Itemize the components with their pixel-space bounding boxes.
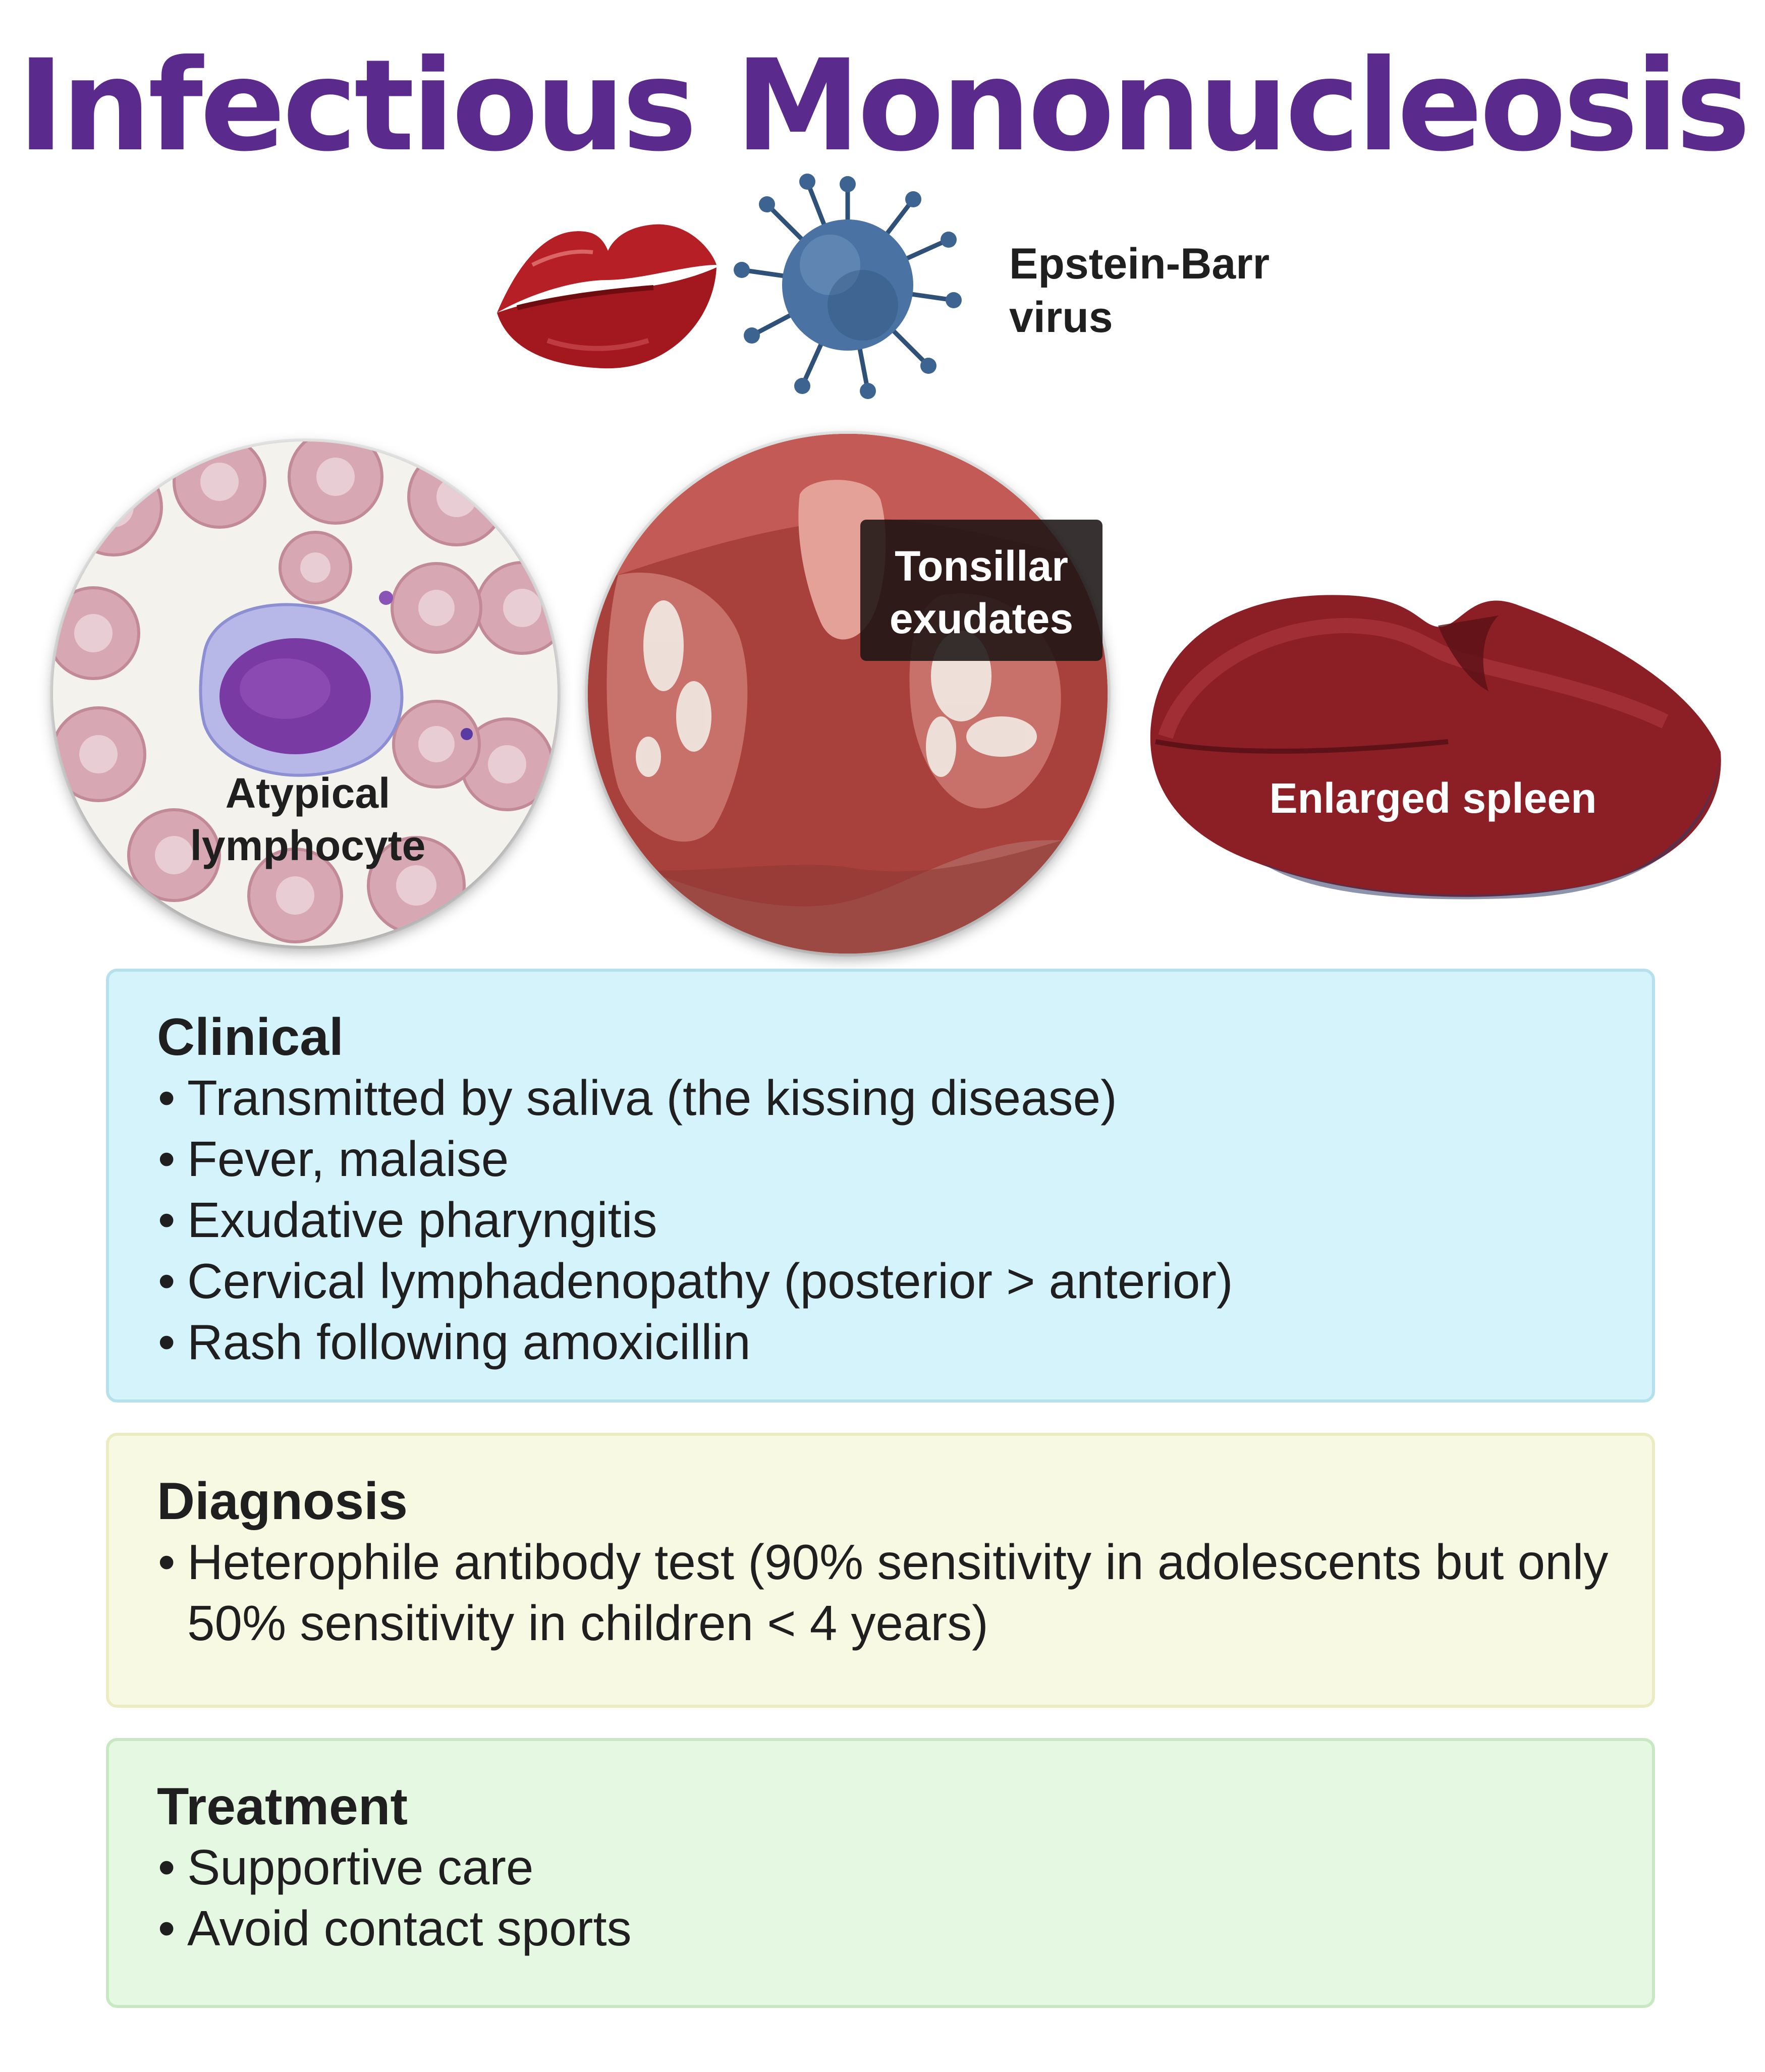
atypical-lymphocyte-image — [53, 441, 558, 946]
tonsillar-exudates-image — [588, 434, 1108, 954]
clinical-heading: Clinical — [157, 1008, 344, 1067]
tonsillar-label-line1: Tonsillar — [895, 542, 1068, 590]
treatment-list: Supportive care Avoid contact sports — [157, 1837, 1652, 1959]
list-item: Rash following amoxicillin — [157, 1312, 1652, 1373]
list-item: Fever, malaise — [157, 1129, 1652, 1190]
page-title: Infectious Mononucleosis — [17, 32, 1751, 179]
ebv-label-line2: virus — [1009, 293, 1113, 342]
lips-icon — [487, 204, 724, 376]
epstein-barr-label: Epstein-Barr virus — [1009, 237, 1337, 344]
list-item: Cervical lymphadenopathy (posterior > an… — [157, 1251, 1652, 1312]
atypical-label-line1: Atypical — [225, 769, 391, 817]
enlarged-spleen-image — [1135, 550, 1731, 903]
enlarged-spleen-label: Enlarged spleen — [1269, 774, 1597, 822]
clinical-section: Clinical Transmitted by saliva (the kiss… — [106, 969, 1655, 1403]
treatment-section: Treatment Supportive care Avoid contact … — [106, 1738, 1655, 2008]
list-item: Supportive care — [157, 1837, 1652, 1898]
atypical-label-line2: lymphocyte — [190, 822, 426, 869]
tonsillar-exudates-label: Tonsillar exudates — [860, 520, 1102, 661]
diagnosis-list: Heterophile antibody test (90% sensitivi… — [157, 1532, 1652, 1654]
treatment-heading: Treatment — [157, 1777, 408, 1836]
diagnosis-section: Diagnosis Heterophile antibody test (90%… — [106, 1433, 1655, 1708]
tonsillar-label-line2: exudates — [889, 595, 1074, 642]
list-item: Heterophile antibody test (90% sensitivi… — [157, 1532, 1625, 1654]
diagnosis-heading: Diagnosis — [157, 1472, 408, 1531]
list-item: Avoid contact sports — [157, 1898, 1652, 1959]
clinical-list: Transmitted by saliva (the kissing disea… — [157, 1068, 1652, 1373]
list-item: Transmitted by saliva (the kissing disea… — [157, 1068, 1652, 1129]
atypical-lymphocyte-label: Atypical lymphocyte — [131, 767, 484, 872]
ebv-label-line1: Epstein-Barr — [1009, 240, 1270, 288]
virus-icon — [732, 169, 964, 401]
list-item: Exudative pharyngitis — [157, 1190, 1652, 1251]
